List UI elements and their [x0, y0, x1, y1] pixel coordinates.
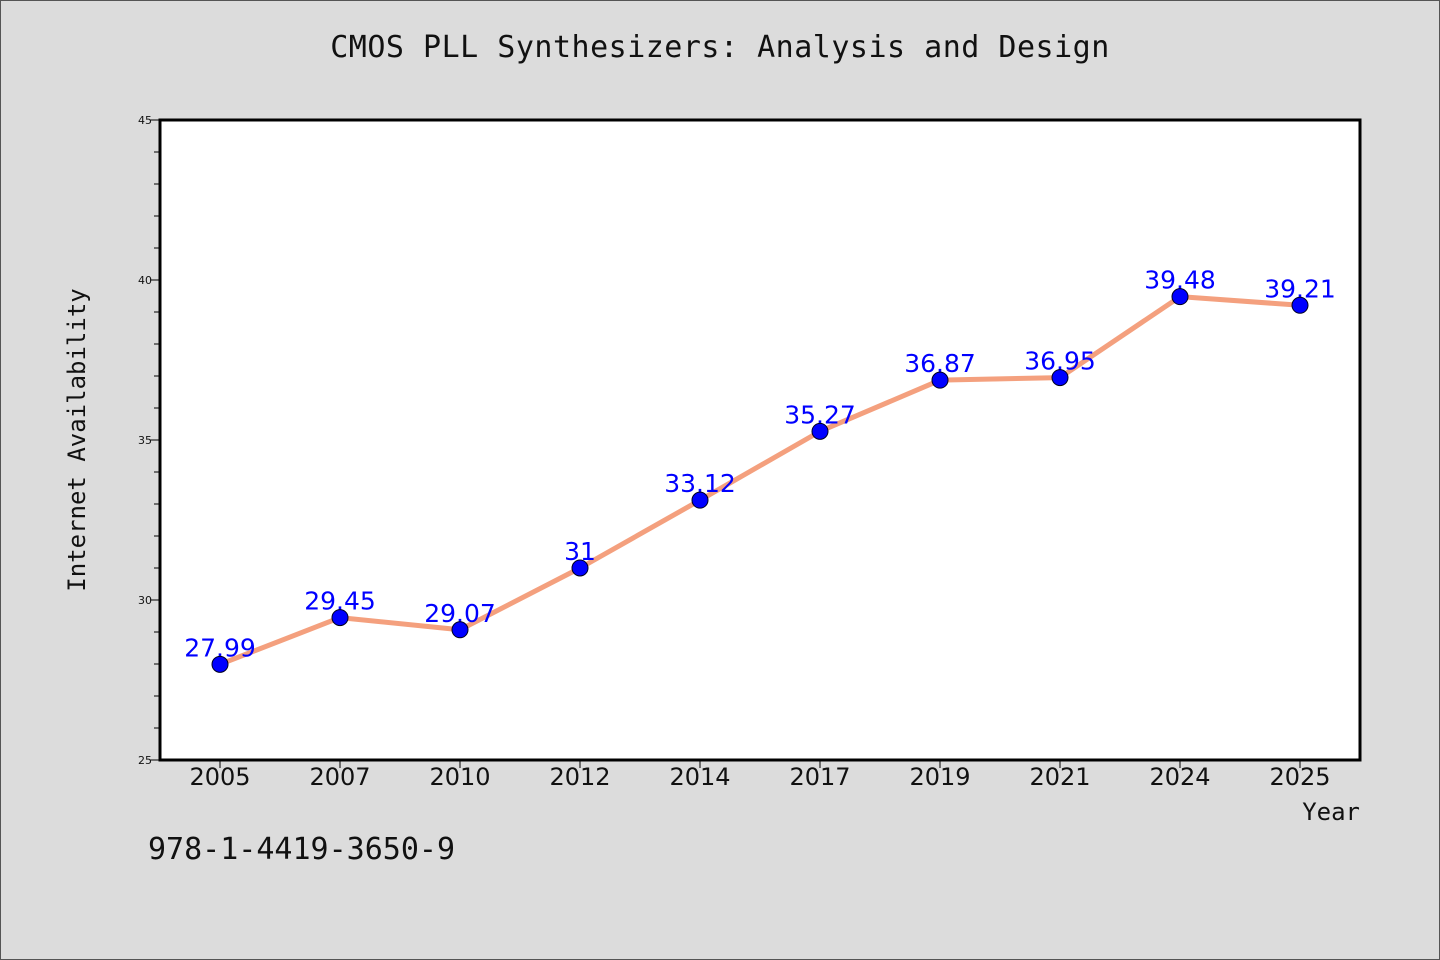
data-point: [811, 422, 829, 440]
x-tick-label: 2010: [429, 763, 490, 791]
plot-area: [158, 118, 1362, 762]
y-axis: 25 30 35 40 45: [138, 114, 160, 767]
x-tick-label: 2005: [189, 763, 250, 791]
x-axis: 2005 2007 2010 2012 2014 2017 2019 2021 2024 2025: [189, 760, 1331, 791]
x-tick-label: 2025: [1269, 763, 1330, 791]
x-tick-label: 2019: [909, 763, 970, 791]
x-tick-label: 2007: [309, 763, 370, 791]
x-axis-label: Year: [1302, 798, 1360, 826]
x-tick-label: 2017: [789, 763, 850, 791]
data-point: [451, 621, 469, 639]
data-point: [691, 491, 709, 509]
isbn-label: 978-1-4419-3650-9: [148, 832, 456, 867]
data-point: [211, 655, 229, 673]
y-tick-label: 35: [138, 434, 152, 447]
y-tick-label: 45: [138, 114, 152, 127]
y-tick-label: 40: [138, 274, 152, 287]
y-tick-label: 25: [138, 754, 152, 767]
x-tick-label: 2021: [1029, 763, 1090, 791]
data-point: [1171, 288, 1189, 306]
x-tick-label: 2024: [1149, 763, 1210, 791]
data-point: [931, 371, 949, 389]
data-point: [1051, 369, 1069, 387]
data-point: [571, 559, 589, 577]
chart-title: CMOS PLL Synthesizers: Analysis and Desi…: [330, 30, 1110, 65]
y-axis-label: Internet Availability: [63, 288, 91, 591]
data-point: [331, 609, 349, 627]
x-tick-label: 2012: [549, 763, 610, 791]
data-point: [1291, 296, 1309, 314]
x-tick-label: 2014: [669, 763, 730, 791]
y-tick-label: 30: [138, 594, 152, 607]
series-line: [217, 294, 1303, 667]
